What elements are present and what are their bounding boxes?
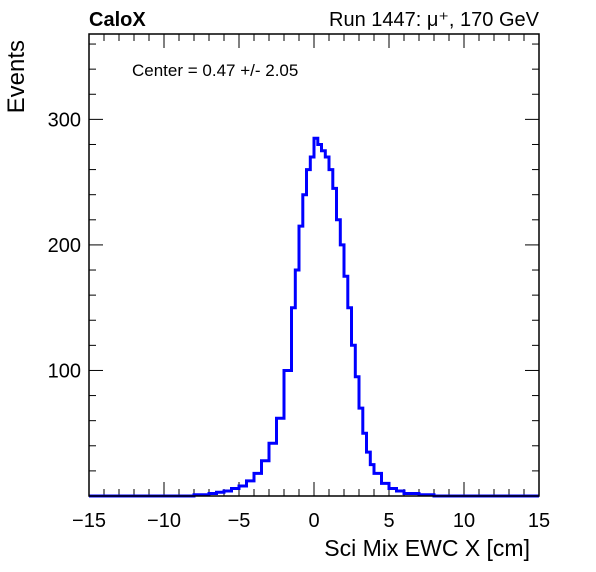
series-layer <box>89 136 539 498</box>
x-tick-label: 0 <box>308 510 319 532</box>
y-tick-label: 200 <box>48 235 81 257</box>
axis-ticks: −15 −10 −5 0 5 10 15 100 200 300 <box>48 34 550 532</box>
x-tick-label: −5 <box>228 510 251 532</box>
run-info-label: Run 1447: μ⁺, 170 GeV <box>329 9 540 31</box>
brand-label: CaloX <box>89 9 146 31</box>
x-axis-label: Sci Mix EWC X [cm] <box>324 535 530 561</box>
histogram-line <box>89 136 539 498</box>
y-axis-label: Events <box>3 40 30 113</box>
x-tick-label: 10 <box>453 510 475 532</box>
x-tick-label: −10 <box>147 510 181 532</box>
plot-frame <box>88 33 540 497</box>
center-annotation: Center = 0.47 +/- 2.05 <box>132 61 298 80</box>
x-tick-label: −15 <box>72 510 106 532</box>
y-tick-label: 300 <box>48 109 81 131</box>
y-tick-label: 100 <box>48 360 81 382</box>
x-tick-label: 15 <box>528 510 550 532</box>
x-tick-label: 5 <box>383 510 394 532</box>
